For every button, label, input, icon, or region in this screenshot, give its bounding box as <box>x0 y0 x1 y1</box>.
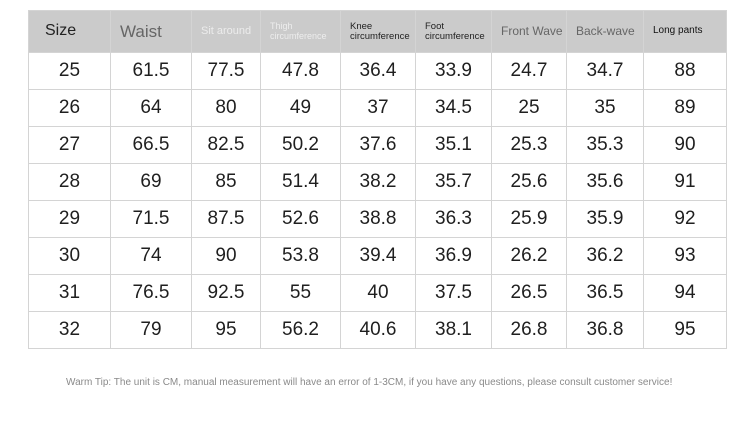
cell-knee: 40 <box>340 274 416 312</box>
cell-knee: 36.4 <box>340 52 416 90</box>
cell-back-wave: 34.7 <box>566 52 644 90</box>
header-knee-circumference: Knee circumference <box>340 10 416 53</box>
cell-sit-around: 77.5 <box>191 52 261 90</box>
cell-sit-around: 87.5 <box>191 200 261 238</box>
header-thigh-circumference: Thigh circumference <box>260 10 341 53</box>
cell-front-wave: 25 <box>491 89 567 127</box>
cell-knee: 37.6 <box>340 126 416 164</box>
cell-sit-around: 85 <box>191 163 261 201</box>
cell-knee: 40.6 <box>340 311 416 349</box>
cell-knee: 39.4 <box>340 237 416 275</box>
cell-foot: 35.7 <box>415 163 492 201</box>
table-row: 26 64 80 49 37 34.5 25 35 89 <box>28 89 727 127</box>
cell-sit-around: 82.5 <box>191 126 261 164</box>
table-header-row: Size Waist Sit around Thigh circumferenc… <box>28 10 727 53</box>
cell-back-wave: 35.3 <box>566 126 644 164</box>
cell-thigh: 50.2 <box>260 126 341 164</box>
cell-front-wave: 25.9 <box>491 200 567 238</box>
warm-tip-text: Warm Tip: The unit is CM, manual measure… <box>66 377 673 388</box>
cell-front-wave: 25.3 <box>491 126 567 164</box>
header-back-wave: Back-wave <box>566 10 644 53</box>
cell-sit-around: 80 <box>191 89 261 127</box>
cell-size: 26 <box>28 89 111 127</box>
cell-thigh: 55 <box>260 274 341 312</box>
cell-knee: 38.2 <box>340 163 416 201</box>
table-row: 27 66.5 82.5 50.2 37.6 35.1 25.3 35.3 90 <box>28 126 727 164</box>
cell-foot: 36.3 <box>415 200 492 238</box>
cell-waist: 69 <box>110 163 192 201</box>
cell-thigh: 53.8 <box>260 237 341 275</box>
cell-knee: 37 <box>340 89 416 127</box>
header-long-pants: Long pants <box>643 10 727 53</box>
cell-front-wave: 24.7 <box>491 52 567 90</box>
cell-back-wave: 36.2 <box>566 237 644 275</box>
header-waist: Waist <box>110 10 192 53</box>
cell-foot: 33.9 <box>415 52 492 90</box>
cell-front-wave: 26.8 <box>491 311 567 349</box>
cell-waist: 74 <box>110 237 192 275</box>
cell-size: 25 <box>28 52 111 90</box>
table-row: 31 76.5 92.5 55 40 37.5 26.5 36.5 94 <box>28 274 727 312</box>
cell-thigh: 49 <box>260 89 341 127</box>
cell-waist: 66.5 <box>110 126 192 164</box>
cell-long-pants: 92 <box>643 200 727 238</box>
cell-foot: 37.5 <box>415 274 492 312</box>
cell-waist: 64 <box>110 89 192 127</box>
cell-front-wave: 26.2 <box>491 237 567 275</box>
cell-waist: 61.5 <box>110 52 192 90</box>
cell-sit-around: 95 <box>191 311 261 349</box>
cell-long-pants: 95 <box>643 311 727 349</box>
cell-sit-around: 90 <box>191 237 261 275</box>
cell-size: 29 <box>28 200 111 238</box>
table-row: 28 69 85 51.4 38.2 35.7 25.6 35.6 91 <box>28 163 727 201</box>
cell-long-pants: 89 <box>643 89 727 127</box>
cell-thigh: 52.6 <box>260 200 341 238</box>
cell-long-pants: 94 <box>643 274 727 312</box>
cell-long-pants: 90 <box>643 126 727 164</box>
cell-thigh: 51.4 <box>260 163 341 201</box>
cell-front-wave: 26.5 <box>491 274 567 312</box>
size-chart-table: Size Waist Sit around Thigh circumferenc… <box>28 10 727 349</box>
header-foot-circumference: Foot circumference <box>415 10 492 53</box>
cell-waist: 71.5 <box>110 200 192 238</box>
header-sit-around: Sit around <box>191 10 261 53</box>
cell-sit-around: 92.5 <box>191 274 261 312</box>
cell-foot: 35.1 <box>415 126 492 164</box>
table-row: 32 79 95 56.2 40.6 38.1 26.8 36.8 95 <box>28 311 727 349</box>
cell-foot: 34.5 <box>415 89 492 127</box>
cell-thigh: 47.8 <box>260 52 341 90</box>
table-row: 25 61.5 77.5 47.8 36.4 33.9 24.7 34.7 88 <box>28 52 727 90</box>
cell-front-wave: 25.6 <box>491 163 567 201</box>
cell-back-wave: 35 <box>566 89 644 127</box>
cell-waist: 76.5 <box>110 274 192 312</box>
cell-foot: 38.1 <box>415 311 492 349</box>
cell-long-pants: 91 <box>643 163 727 201</box>
cell-long-pants: 88 <box>643 52 727 90</box>
header-size: Size <box>28 10 111 53</box>
cell-long-pants: 93 <box>643 237 727 275</box>
cell-size: 31 <box>28 274 111 312</box>
header-front-wave: Front Wave <box>491 10 567 53</box>
table-row: 29 71.5 87.5 52.6 38.8 36.3 25.9 35.9 92 <box>28 200 727 238</box>
cell-size: 27 <box>28 126 111 164</box>
cell-knee: 38.8 <box>340 200 416 238</box>
cell-waist: 79 <box>110 311 192 349</box>
table-row: 30 74 90 53.8 39.4 36.9 26.2 36.2 93 <box>28 237 727 275</box>
table-body: 25 61.5 77.5 47.8 36.4 33.9 24.7 34.7 88 26 64 80 49… <box>28 52 727 349</box>
cell-back-wave: 36.8 <box>566 311 644 349</box>
cell-foot: 36.9 <box>415 237 492 275</box>
cell-size: 30 <box>28 237 111 275</box>
cell-back-wave: 35.9 <box>566 200 644 238</box>
cell-back-wave: 35.6 <box>566 163 644 201</box>
cell-thigh: 56.2 <box>260 311 341 349</box>
cell-size: 28 <box>28 163 111 201</box>
cell-size: 32 <box>28 311 111 349</box>
cell-back-wave: 36.5 <box>566 274 644 312</box>
